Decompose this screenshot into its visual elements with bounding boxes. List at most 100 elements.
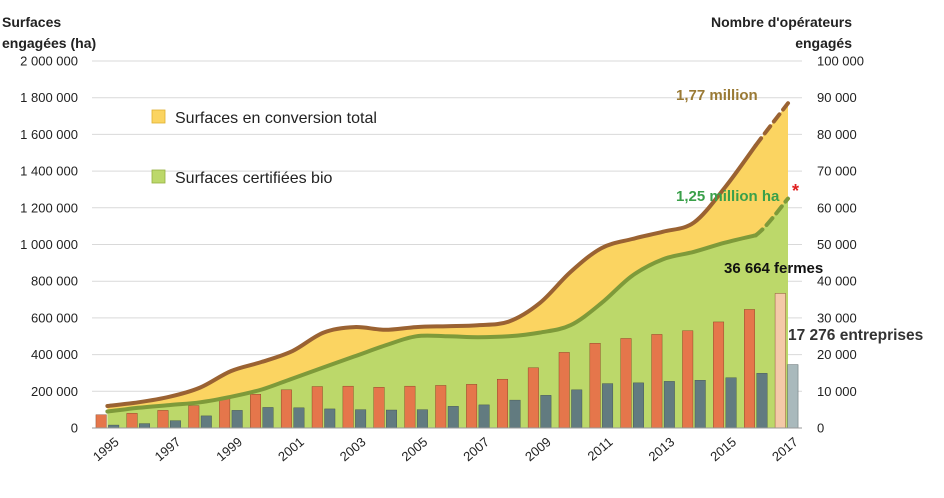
y-left-tick-label: 0 bbox=[71, 421, 78, 436]
y-right-tick-label: 60 000 bbox=[817, 200, 857, 215]
bar-companies bbox=[324, 408, 336, 429]
legend-swatch-certified bbox=[151, 169, 166, 184]
bar-farms bbox=[95, 414, 107, 429]
bar-farms bbox=[188, 405, 200, 429]
y-left-tick-label: 800 000 bbox=[31, 274, 78, 289]
bar-companies bbox=[663, 381, 675, 429]
bar-companies bbox=[169, 420, 181, 429]
bar-companies bbox=[633, 382, 644, 429]
line-certified bbox=[105, 233, 758, 414]
y-right-title-line-2: engagés bbox=[795, 35, 852, 51]
line-total bbox=[105, 143, 758, 408]
x-tick-label: 2017 bbox=[769, 434, 801, 464]
bar-farms bbox=[157, 410, 169, 429]
bar-companies bbox=[293, 407, 305, 429]
line-certified-projection bbox=[753, 196, 790, 238]
bar-farms bbox=[713, 321, 725, 429]
x-tick-label: 2013 bbox=[646, 434, 678, 464]
area-certified bbox=[107, 198, 788, 428]
y-right-tick-label: 70 000 bbox=[817, 164, 857, 179]
y-right-tick-label: 100 000 bbox=[817, 54, 864, 69]
y-left-title-line-2: engagées (ha) bbox=[2, 35, 96, 51]
y-right-tick-label: 0 bbox=[817, 421, 824, 436]
y-right-title-line-1: Nombre d'opérateurs bbox=[711, 14, 852, 30]
x-tick-label: 1997 bbox=[152, 434, 184, 464]
annotation-total-2017: 1,77 million bbox=[676, 87, 758, 104]
y-left-title-line-1: Surfaces bbox=[2, 14, 61, 30]
bar-farms bbox=[651, 334, 663, 429]
bar-farms bbox=[682, 330, 694, 429]
bar-companies bbox=[416, 409, 428, 429]
bar-companies bbox=[478, 404, 490, 429]
y-right-tick-label: 80 000 bbox=[817, 127, 857, 142]
bar-farms bbox=[558, 352, 570, 429]
x-tick-label: 2001 bbox=[275, 434, 307, 464]
bars bbox=[95, 293, 799, 429]
x-tick-label: 1995 bbox=[90, 434, 122, 464]
areas bbox=[107, 103, 788, 428]
y-left-tick-label: 1 200 000 bbox=[20, 200, 78, 215]
bar-companies bbox=[602, 383, 614, 429]
y-left-tick-label: 600 000 bbox=[31, 310, 78, 325]
legend: Surfaces en conversion total Surfaces ce… bbox=[151, 109, 377, 187]
bar-farms bbox=[250, 394, 261, 429]
x-tick-label: 1999 bbox=[213, 434, 245, 464]
gridlines bbox=[92, 60, 802, 392]
x-tick-label: 2007 bbox=[460, 434, 492, 464]
bar-companies bbox=[787, 364, 799, 429]
bar-companies bbox=[756, 373, 768, 429]
bar-farms bbox=[466, 384, 478, 429]
bar-companies bbox=[540, 395, 552, 429]
y-left-tick-label: 200 000 bbox=[31, 384, 78, 399]
x-tick-label: 2003 bbox=[337, 434, 369, 464]
line-total-projection bbox=[753, 101, 790, 148]
y-right-tick-label: 40 000 bbox=[817, 274, 857, 289]
y-left-tick-label: 1 600 000 bbox=[20, 127, 78, 142]
bar-companies bbox=[509, 399, 521, 429]
bar-farms bbox=[435, 385, 447, 429]
bar-farms bbox=[373, 387, 385, 429]
bar-farms bbox=[342, 385, 354, 429]
bar-companies bbox=[355, 409, 367, 429]
bar-companies bbox=[200, 415, 212, 429]
y-right-tick-label: 30 000 bbox=[817, 310, 857, 325]
y-right-tick-label: 10 000 bbox=[817, 384, 857, 399]
bar-farms bbox=[774, 293, 786, 429]
bar-farms bbox=[219, 398, 231, 429]
legend-label-conversion: Surfaces en conversion total bbox=[175, 110, 377, 127]
bar-companies bbox=[571, 389, 583, 429]
bar-companies bbox=[231, 410, 243, 429]
annotation-certified-2017: 1,25 million ha bbox=[676, 188, 780, 205]
bar-companies bbox=[386, 409, 397, 429]
x-tick-label: 2011 bbox=[585, 434, 616, 463]
y-right-tick-label: 50 000 bbox=[817, 237, 857, 252]
bar-farms bbox=[620, 338, 632, 429]
bar-farms bbox=[589, 343, 601, 429]
bar-farms bbox=[744, 309, 755, 429]
x-tick-label: 2015 bbox=[707, 434, 739, 464]
annotation-asterisk: * bbox=[792, 181, 799, 201]
bar-companies bbox=[725, 377, 737, 429]
x-tick-label: 2005 bbox=[399, 434, 431, 464]
bar-farms bbox=[126, 413, 138, 429]
annotation-farms-2017: 36 664 fermes bbox=[724, 260, 823, 277]
bar-companies bbox=[694, 380, 706, 429]
bar-companies bbox=[139, 423, 151, 429]
x-tick-label: 2009 bbox=[522, 434, 554, 464]
series-lines bbox=[105, 101, 790, 414]
y-left-tick-label: 1 000 000 bbox=[20, 237, 78, 252]
bar-companies bbox=[262, 407, 274, 429]
y-left-tick-label: 1 800 000 bbox=[20, 90, 78, 105]
legend-label-certified: Surfaces certifiées bio bbox=[175, 170, 333, 187]
y-left-tick-label: 1 400 000 bbox=[20, 164, 78, 179]
bar-farms bbox=[497, 378, 508, 429]
bar-companies bbox=[447, 406, 459, 429]
y-right-tick-label: 90 000 bbox=[817, 90, 857, 105]
bar-farms bbox=[527, 367, 539, 429]
y-right-tick-label: 20 000 bbox=[817, 347, 857, 362]
y-left-tick-label: 400 000 bbox=[31, 347, 78, 362]
bar-farms bbox=[280, 389, 292, 429]
annotation-companies-2017: 17 276 entreprises bbox=[788, 327, 923, 344]
bar-farms bbox=[404, 385, 416, 429]
